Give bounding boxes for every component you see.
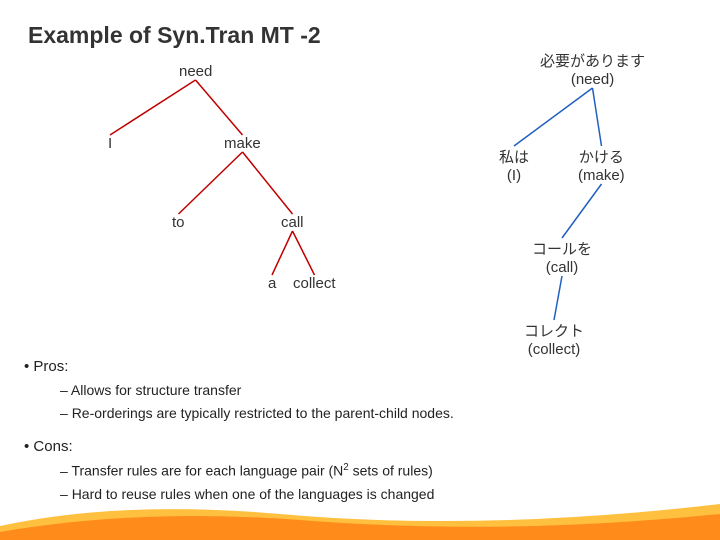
cons-heading: Cons: [24, 437, 696, 457]
bullets-block: Pros: Allows for structure transfer Re-o… [24, 351, 696, 504]
jp-node-need: 必要があります(need) [540, 50, 645, 88]
pros-item: Re-orderings are typically restricted to… [60, 404, 696, 423]
eng-node-I: I [108, 135, 112, 152]
english-tree-svg [0, 0, 400, 340]
eng-node-call: call [281, 214, 304, 231]
footer-swoosh [0, 496, 720, 540]
pros-heading: Pros: [24, 357, 696, 377]
jp-node-call: コールを(call) [532, 238, 592, 276]
eng-node-to: to [172, 214, 185, 231]
eng-node-collect: collect [293, 275, 336, 292]
eng-node-make: make [224, 135, 261, 152]
jp-node-I: 私は(I) [499, 146, 529, 184]
cons-item: Transfer rules are for each language pai… [60, 461, 696, 481]
eng-node-need: need [179, 63, 212, 80]
eng-node-a: a [268, 275, 276, 292]
jp-node-make: かける(make) [578, 146, 625, 184]
pros-item: Allows for structure transfer [60, 381, 696, 400]
